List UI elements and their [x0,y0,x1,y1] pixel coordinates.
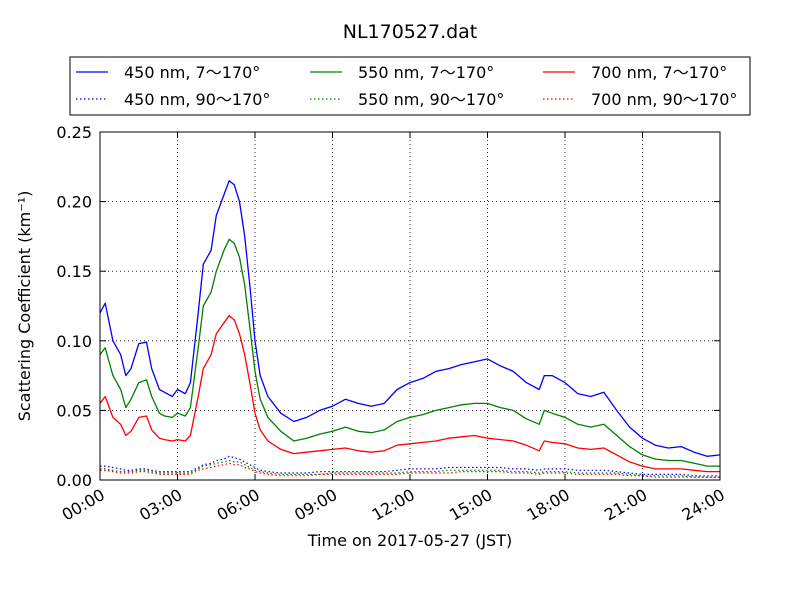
y-tick-label: 0.25 [56,123,92,142]
x-tick-label: 18:00 [524,485,573,525]
legend-label-2: 550 nm, 7～170° [358,63,494,82]
series-line-0 [99,180,721,457]
y-axis-label: Scattering Coefficient (km⁻¹) [15,191,34,422]
series-line-3 [100,459,720,478]
x-tick-label: 21:00 [601,485,650,525]
x-tick-label: 00:00 [59,485,108,525]
y-tick-label: 0.00 [56,471,92,490]
legend-label-0: 450 nm, 7～170° [124,63,260,82]
legend-label-5: 700 nm, 90～170° [591,90,737,109]
legend-label-4: 700 nm, 7～170° [591,63,727,82]
x-tick-label: 15:00 [446,485,495,525]
x-tick-label: 06:00 [214,485,263,525]
x-tick-label: 12:00 [369,485,418,525]
y-tick-label: 0.20 [56,193,92,212]
y-tick-label: 0.05 [56,401,92,420]
chart-title: NL170527.dat [343,21,478,43]
x-axis-label: Time on 2017-05-27 (JST) [307,531,512,550]
series-line-1 [100,455,720,477]
legend: 450 nm, 7～170° 450 nm, 90～170° 550 nm, 7～1… [69,56,751,116]
series-group [99,180,721,478]
legend-label-1: 450 nm, 90～170° [124,90,270,109]
series-line-4 [99,315,720,473]
legend-label-3: 550 nm, 90～170° [358,90,504,109]
x-tick-label: 24:00 [679,485,728,525]
legend-frame [69,56,751,116]
legend-entries: 450 nm, 7～170° 450 nm, 90～170° 550 nm, 7～1… [76,63,737,109]
y-tick-label: 0.15 [56,262,92,281]
x-tick-label: 09:00 [291,485,340,525]
series-line-5 [100,462,720,478]
ticks: 00:00 03:00 06:00 09:00 12:00 15:00 18:00 21:00… [56,123,728,525]
y-tick-label: 0.10 [56,332,92,351]
series-line-2 [99,238,720,467]
grid [100,132,720,480]
x-tick-label: 03:00 [136,485,185,525]
